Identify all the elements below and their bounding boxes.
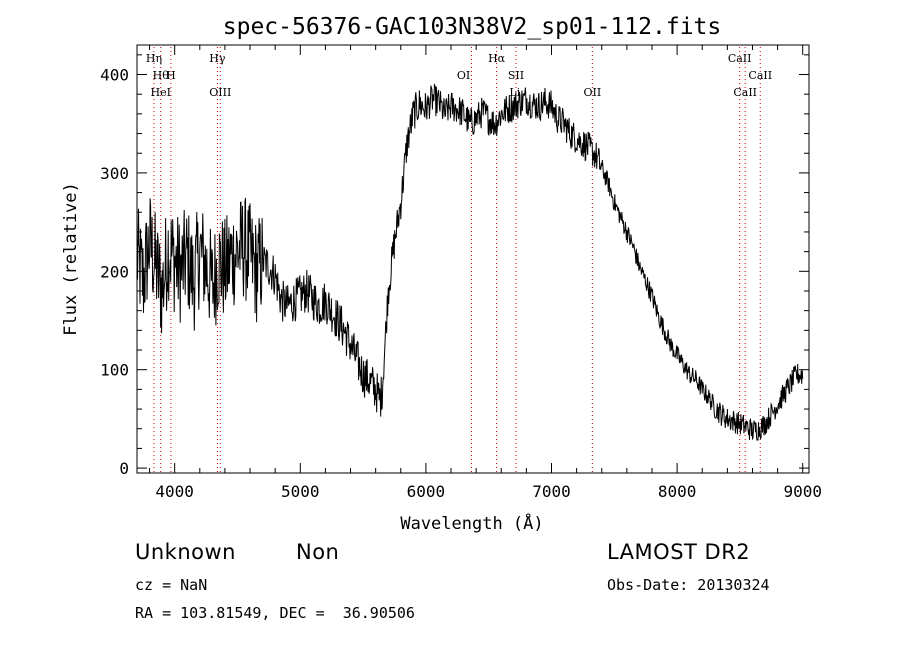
- emission-line-label: Hη: [146, 52, 162, 65]
- emission-line-label: Hα: [488, 52, 506, 65]
- chart-title: spec-56376-GAC103N38V2_sp01-112.fits: [223, 14, 722, 40]
- emission-line-label: HeI: [151, 86, 171, 99]
- y-axis-label: Flux (relative): [61, 182, 81, 336]
- y-tick-label: 200: [100, 262, 129, 281]
- x-tick-label: 5000: [281, 482, 320, 501]
- coordinates: RA = 103.81549, DEC = 36.90506: [135, 604, 415, 622]
- y-tick-label: 100: [100, 361, 129, 380]
- emission-line-label: CaII: [748, 69, 772, 82]
- emission-line-label: CaII: [733, 86, 757, 99]
- y-tick-label: 400: [100, 66, 129, 85]
- emission-line-label: Li: [509, 86, 520, 99]
- x-tick-label: 6000: [407, 482, 446, 501]
- spectral-subclass: Non: [296, 540, 340, 564]
- spectrum-line: [136, 82, 804, 442]
- x-axis: 4000 5000 6000 7000 8000 9000: [149, 45, 822, 501]
- emission-line-label: OIII: [209, 86, 231, 99]
- emission-line-label: H: [166, 69, 176, 82]
- emission-line-label: OII: [583, 86, 601, 99]
- y-axis: 0 100 200 300 400: [100, 54, 809, 478]
- x-tick-label: 9000: [783, 482, 822, 501]
- y-tick-label: 0: [119, 459, 129, 478]
- survey-name: LAMOST DR2: [607, 540, 751, 564]
- spectral-class: Unknown: [135, 540, 236, 564]
- y-tick-label: 300: [100, 164, 129, 183]
- emission-line-label: OI: [457, 69, 470, 82]
- redshift-cz: cz = NaN: [135, 576, 208, 594]
- emission-line-label: Hγ: [209, 52, 226, 65]
- emission-line-label: SII: [508, 69, 524, 82]
- x-tick-label: 4000: [155, 482, 194, 501]
- emission-line-label: Hθ: [153, 69, 170, 82]
- x-tick-label: 7000: [532, 482, 571, 501]
- observation-date: Obs-Date: 20130324: [607, 576, 770, 594]
- emission-line-label: CaII: [728, 52, 752, 65]
- x-axis-label: Wavelength (Å): [400, 512, 543, 534]
- x-tick-label: 8000: [658, 482, 697, 501]
